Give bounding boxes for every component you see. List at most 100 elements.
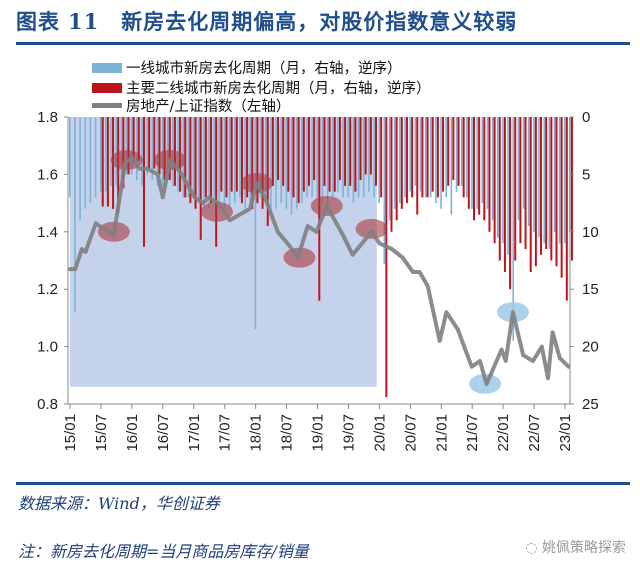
bar-tier1 [89,117,92,204]
x-tick-label: 21/01 [433,414,450,452]
bar-tier1 [388,117,391,221]
bar-tier2 [261,117,264,209]
bar-tier1 [84,117,87,209]
bar-tier1 [244,117,246,209]
bar-tier1 [146,117,148,175]
bar-tier1 [254,117,257,330]
bar-tier2 [400,117,403,209]
bar-tier2 [106,117,109,207]
bar-tier1 [234,117,236,204]
bar-tier2 [416,117,419,215]
bar-tier1 [522,117,525,209]
bar-tier1 [517,117,520,221]
bar-tier1 [316,117,319,198]
bar-tier1 [347,117,350,198]
bar-tier1 [105,117,107,192]
x-tick-label: 16/01 [124,414,141,452]
bar-tier1 [136,117,138,181]
x-tick-label: 19/01 [310,414,327,452]
bar-tier1 [435,117,437,204]
bar-tier2 [436,117,439,198]
bar-tier1 [538,117,540,238]
bar-tier2 [302,117,305,192]
bar-tier1 [79,117,81,221]
bar-tier2 [101,117,104,207]
title-divider [16,42,630,45]
bar-tier2 [199,117,202,240]
bar-tier2 [354,117,357,192]
bar-tier1 [357,117,360,198]
bar-tier2 [524,117,527,250]
bar-tier1 [326,117,329,209]
bar-tier2 [333,117,336,192]
bar-tier2 [307,117,310,186]
wechat-icon: ◌ [525,540,542,556]
bar-tier1 [306,117,308,198]
y-right-tick-label: 15 [582,281,599,298]
bar-tier1 [270,117,272,209]
y-left-tick-label: 1.0 [37,339,58,356]
bar-tier1 [249,117,252,204]
bar-tier1 [125,117,128,175]
bar-tier2 [509,117,512,290]
bar-tier1 [362,117,365,198]
bar-tier1 [301,117,303,204]
bar-tier1 [424,117,427,198]
watermark-text: 姚佩策略探索 [542,540,626,556]
bar-tier1 [409,117,411,192]
bar-tier2 [472,117,475,221]
bar-tier2 [137,117,140,161]
y-left-tick-label: 1.8 [37,109,58,126]
x-tick-label: 15/01 [62,414,79,452]
bar-tier1 [290,117,293,215]
bar-tier2 [426,117,429,198]
bar-tier2 [555,117,558,267]
bar-tier1 [527,117,530,227]
bar-tier2 [514,117,517,261]
y-right-tick-label: 25 [582,396,599,413]
bar-tier2 [545,117,548,250]
bar-tier1 [553,117,556,232]
index-line [68,155,571,386]
figure-label: 图表 [16,9,60,34]
bar-tier2 [230,117,233,192]
bar-tier2 [442,117,445,192]
bar-tier1 [94,117,97,198]
bar-tier1 [228,117,231,209]
highlight-ellipse-red [355,218,388,239]
bar-tier1 [275,117,277,209]
bar-tier2 [380,117,383,198]
bar-tier2 [328,117,331,192]
bar-tier1 [342,117,344,198]
bar-tier1 [141,117,143,186]
bar-tier2 [215,117,218,247]
bar-tier2 [385,117,388,398]
bar-tier1 [295,117,298,209]
bar-tier1 [368,117,370,192]
bar-tier2 [158,117,161,175]
bar-tier2 [323,117,326,186]
bar-tier1 [429,117,432,198]
bar-tier2 [570,117,573,261]
bar-tier2 [488,117,491,232]
bar-tier2 [266,117,269,227]
footer-divider [16,482,630,485]
figure-number: 11 [68,9,100,34]
bar-tier1 [69,117,71,198]
bar-tier1 [481,117,484,204]
bar-tier1 [74,117,76,313]
x-tick-label: 17/01 [186,414,203,452]
y-right-tick-label: 20 [582,339,599,356]
bar-tier2 [204,117,207,198]
bar-tier2 [483,117,486,221]
x-tick-label: 22/01 [495,414,512,452]
bar-tier1 [419,117,422,192]
bar-tier1 [259,117,262,198]
bar-tier1 [213,117,215,198]
bar-tier1 [151,117,154,181]
bar-tier2 [452,117,455,181]
x-tick-label: 20/01 [371,414,388,452]
bar-tier1 [548,117,551,250]
bar-tier2 [148,117,151,169]
